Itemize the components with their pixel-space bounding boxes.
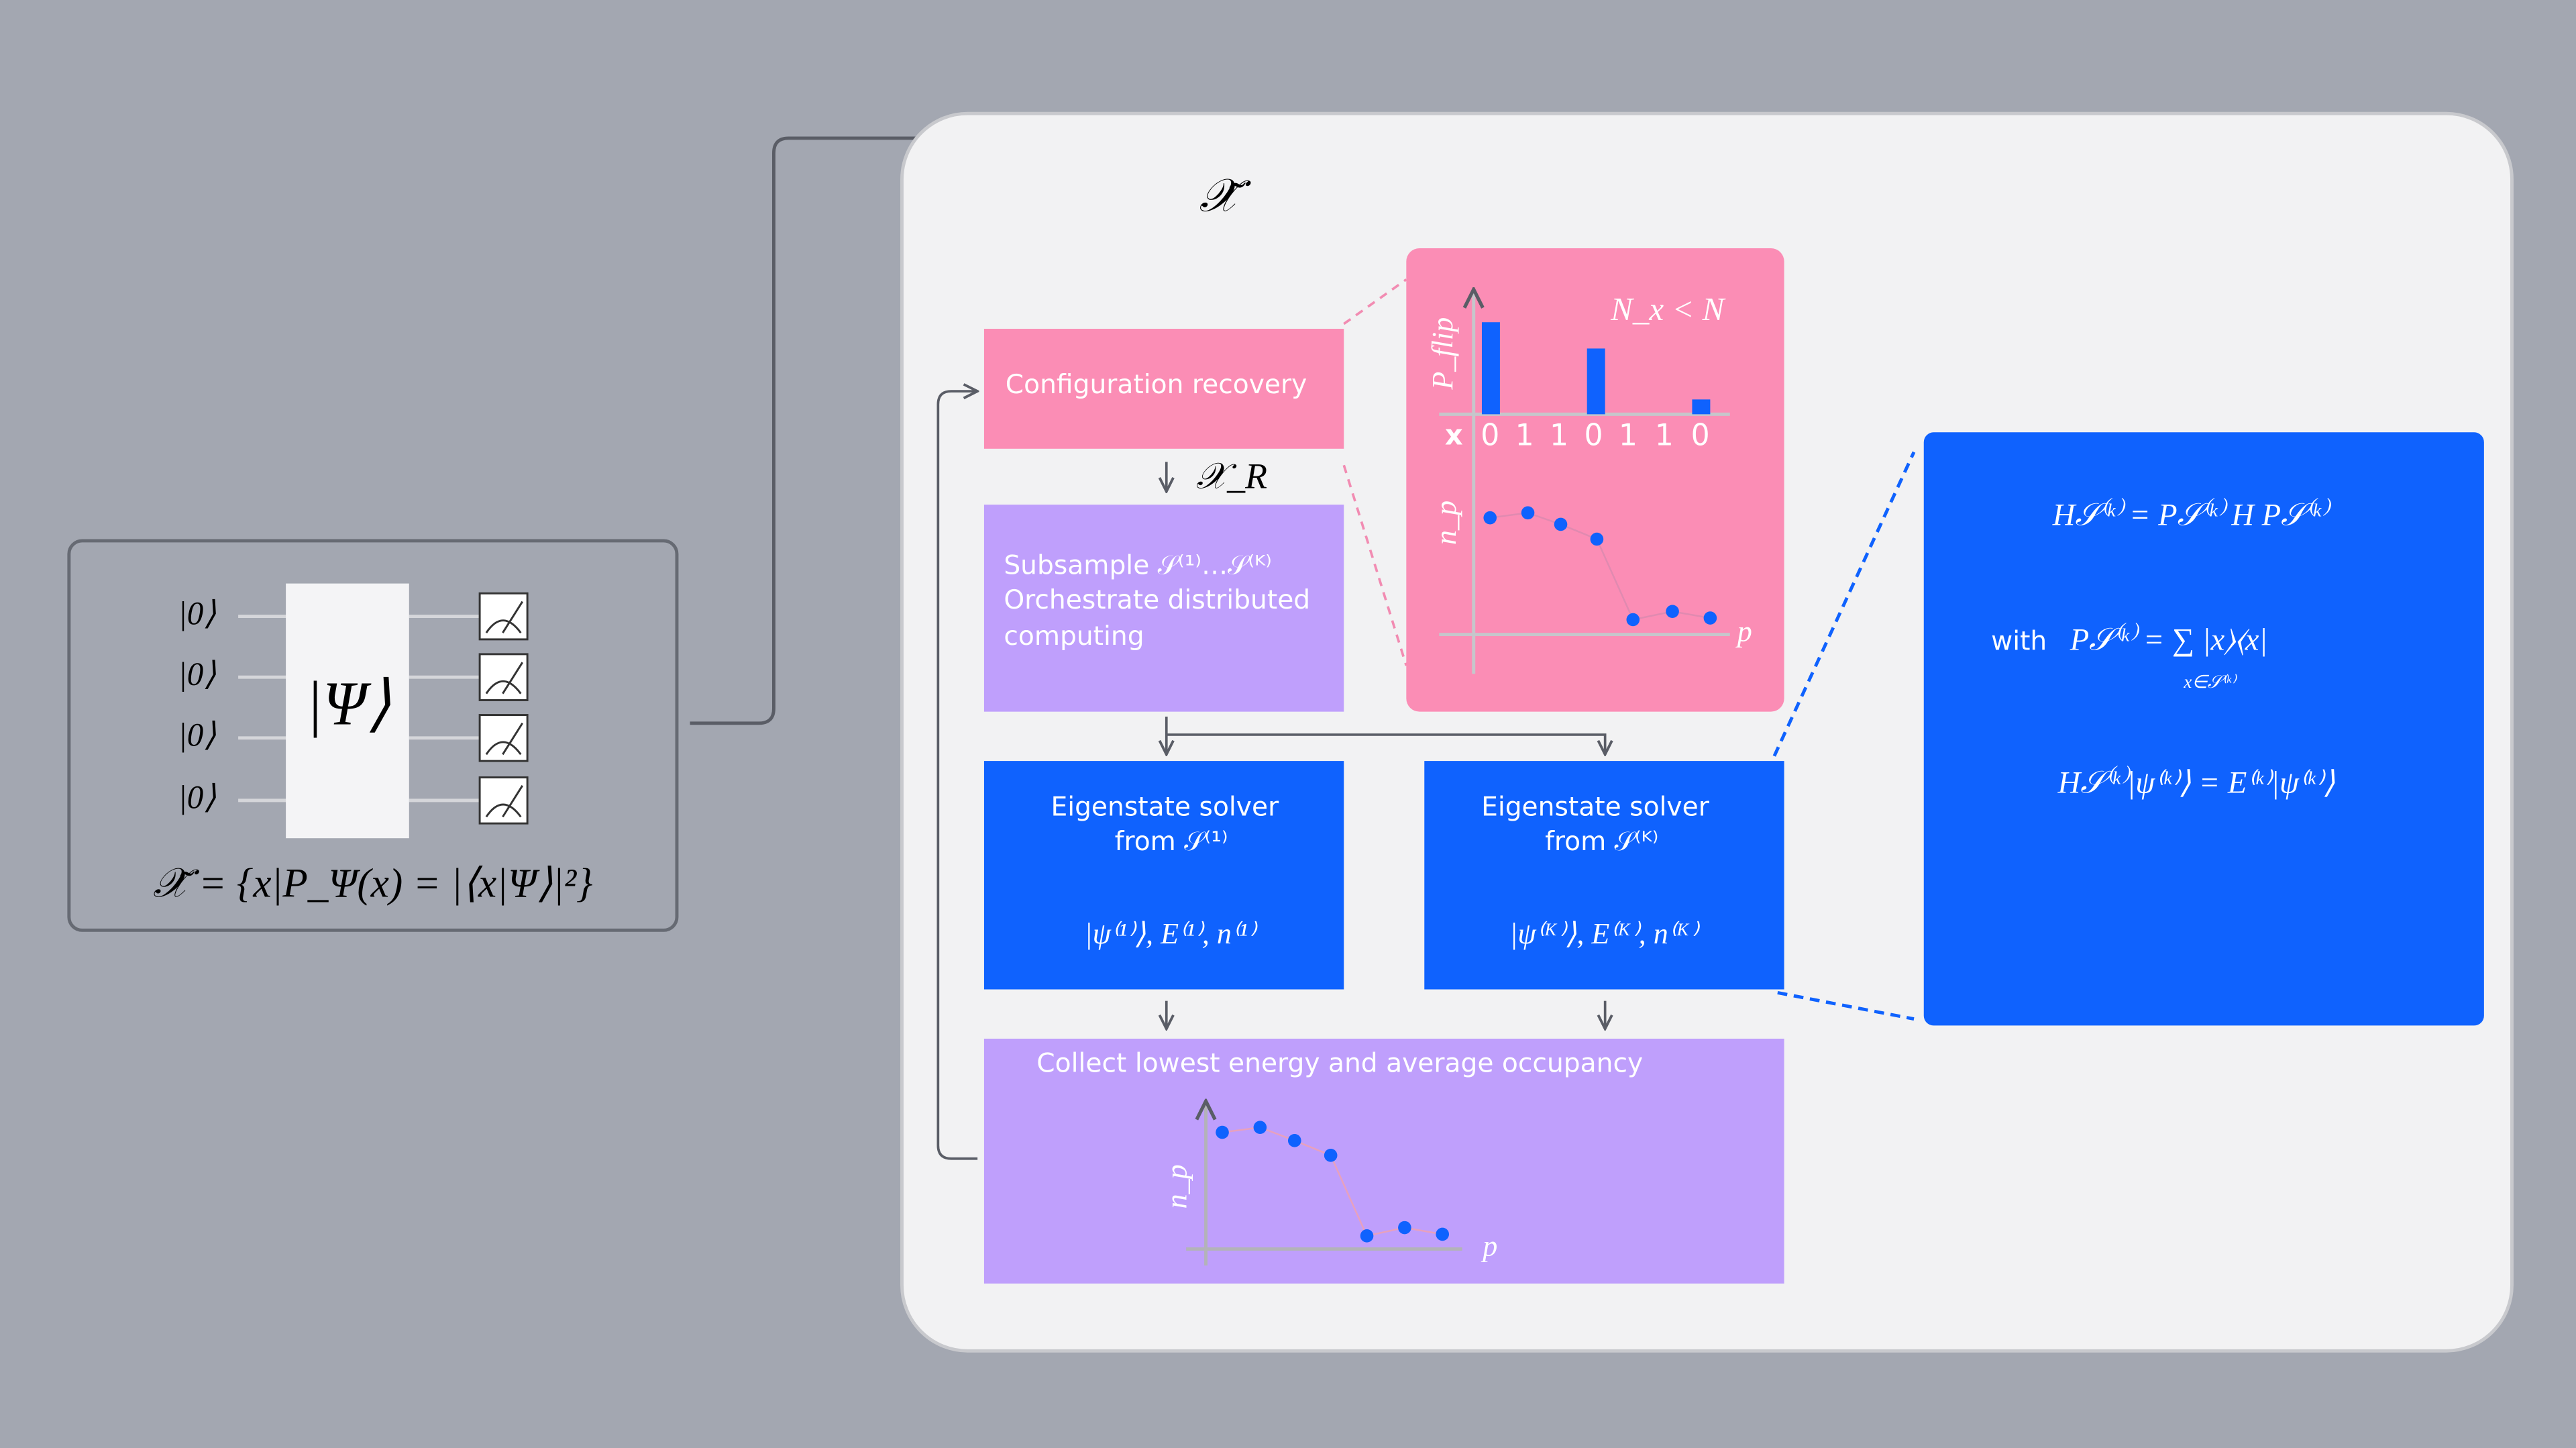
axis-label: p <box>1735 615 1752 648</box>
qubit-input: |0⟩ <box>178 778 216 815</box>
collect-title: Collect lowest energy and average occupa… <box>1036 1049 1643 1079</box>
sum-range: x∈𝒮⁽ᵏ⁾ <box>2183 672 2237 692</box>
meters <box>478 592 529 825</box>
solver-title: Eigenstate solver <box>1051 792 1279 823</box>
projected-hamiltonian: H𝒮⁽ᵏ⁾ = P𝒮⁽ᵏ⁾ H P𝒮⁽ᵏ⁾ <box>2052 497 2331 532</box>
bit: 0 <box>1691 419 1710 453</box>
solver-result: |ψ⁽¹⁾⟩, E⁽¹⁾, n⁽¹⁾ <box>1085 917 1258 950</box>
eigen-equation: H𝒮⁽ᵏ⁾|ψ⁽ᵏ⁾⟩ = E⁽ᵏ⁾|ψ⁽ᵏ⁾⟩ <box>2057 766 2335 800</box>
circuit-box <box>67 539 679 932</box>
zoom-line <box>1343 278 1407 325</box>
bit: 1 <box>1655 419 1674 453</box>
projection-panel <box>1923 432 2484 1026</box>
recovery-box <box>983 329 1344 449</box>
collect-box <box>983 1038 1784 1284</box>
subsample-box <box>983 505 1344 712</box>
solver-box <box>983 761 1344 990</box>
bit: 0 <box>1584 419 1603 453</box>
bit: 1 <box>1515 419 1534 453</box>
distribution-formula: 𝒳̃ = {x|P_Ψ(x) = |⟨x|Ψ⟩|²} <box>153 861 592 907</box>
solver-source: from 𝒮⁽¹⁾ <box>1115 827 1228 857</box>
flip-sketch <box>1439 289 1730 674</box>
solver-source: from 𝒮⁽ᴷ⁾ <box>1545 827 1658 857</box>
state-block <box>286 583 409 839</box>
with-label: with <box>1991 626 2047 656</box>
solver-title: Eigenstate solver <box>1481 792 1710 823</box>
qubit-input: |0⟩ <box>178 594 216 631</box>
qubit-input: |0⟩ <box>178 716 216 753</box>
recovery-title: Configuration recovery <box>1006 370 1307 400</box>
bit-label: x <box>1445 419 1463 452</box>
recovery-output: 𝒳_R <box>1196 456 1267 497</box>
solver-box <box>1424 761 1784 990</box>
wires <box>238 615 480 803</box>
bit: 1 <box>1619 419 1638 453</box>
occupancy-sketch <box>1186 1101 1462 1265</box>
bit: 0 <box>1481 419 1499 453</box>
axis-label: p <box>1481 1230 1497 1263</box>
feedback-arrow <box>936 391 977 1160</box>
flip-panel <box>1406 248 1784 712</box>
solver-result: |ψ⁽ᴷ⁾⟩, E⁽ᴷ⁾, n⁽ᴷ⁾ <box>1509 917 1700 950</box>
subsample-line: computing <box>1004 621 1144 652</box>
axis-label: n_p <box>1160 1164 1193 1208</box>
axis-label: n_p <box>1430 501 1462 545</box>
state-label: |Ψ⟩ <box>306 670 391 739</box>
projector: P𝒮⁽ᵏ⁾ = ∑ |x⟩⟨x| <box>2070 622 2268 657</box>
arrow <box>1166 733 1605 754</box>
zoom-line <box>1777 991 1915 1021</box>
axis-label: P_flip <box>1426 317 1459 391</box>
flip-condition: N_x < N <box>1610 291 1725 327</box>
bit: 1 <box>1550 419 1568 453</box>
qubit-input: |0⟩ <box>178 655 216 692</box>
zoom-line <box>1772 451 1916 757</box>
subsample-line: Orchestrate distributed <box>1004 585 1310 615</box>
subsample-line: Subsample 𝒮⁽¹⁾…𝒮⁽ᴷ⁾ <box>1004 551 1272 581</box>
zoom-line <box>1342 464 1408 666</box>
